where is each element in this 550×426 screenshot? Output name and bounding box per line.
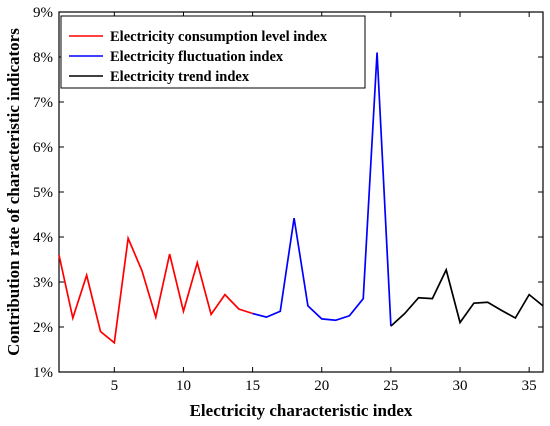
legend: Electricity consumption level index Elec… [60,15,366,89]
legend-box [60,15,366,89]
y-tick-label: 9% [33,5,53,21]
x-tick-label: 30 [453,378,468,394]
series-lines [58,52,544,345]
x-tick-label: 25 [383,378,398,394]
y-tick-label: 2% [33,320,53,336]
legend-label-trend: Electricity trend index [110,69,250,85]
y-tick-label: 6% [33,140,53,156]
legend-label-consumption: Electricity consumption level index [110,29,328,45]
y-tick-label: 3% [33,275,53,291]
series-consumption-level-line [58,235,253,345]
x-tick-label: 10 [176,378,191,394]
y-tick-label: 8% [33,50,53,66]
x-tick-label: 5 [111,378,119,394]
x-tick-label: 15 [245,378,260,394]
y-tick-label: 7% [33,95,53,111]
y-axis-label: Contribution rate of characteristic indi… [4,28,23,356]
legend-label-fluctuation: Electricity fluctuation index [110,49,284,65]
x-tick-label: 20 [314,378,329,394]
y-tick-label: 5% [33,185,53,201]
y-tick-label: 4% [33,230,53,246]
x-tick-label: 35 [522,378,537,394]
y-tick-label: 1% [33,365,53,381]
series-trend-line [390,267,544,327]
series-fluctuation-line [252,52,392,327]
x-axis-label: Electricity characteristic index [190,401,413,420]
axis-ticks: 5 10 15 20 25 30 35 1% 2% 3% 4% 5% 6% 7% 8% 9% [33,5,543,394]
